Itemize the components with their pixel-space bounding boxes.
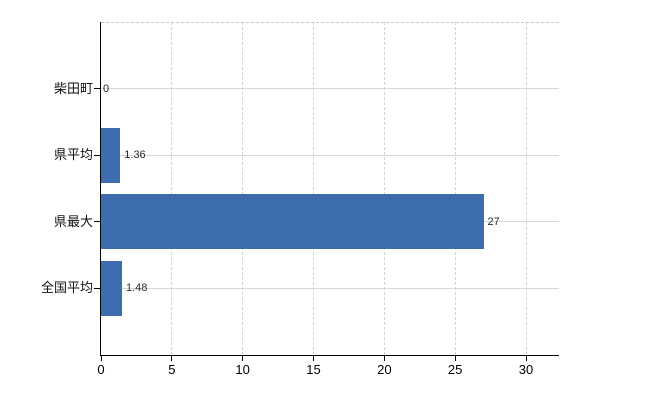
- vertical-gridline: [525, 22, 527, 355]
- vertical-gridline: [383, 22, 385, 355]
- y-axis-tick: [94, 221, 100, 223]
- x-tick-label: 15: [306, 362, 321, 377]
- horizontal-gridline: [101, 287, 559, 289]
- x-axis-tick: [525, 356, 527, 361]
- x-axis-tick: [242, 356, 244, 361]
- bar-value-label: 1.48: [125, 282, 148, 295]
- y-axis-tick: [94, 287, 100, 289]
- x-axis-tick: [171, 356, 173, 361]
- bar-全国平均: [101, 260, 122, 316]
- bar-県平均: [101, 127, 121, 183]
- vertical-gridline: [454, 22, 456, 355]
- vertical-gridline: [242, 22, 244, 355]
- x-tick-label: 0: [97, 362, 105, 377]
- category-label-柴田町: 柴田町: [53, 80, 93, 96]
- bar-value-label: 0: [103, 82, 110, 95]
- x-tick-label: 20: [377, 362, 392, 377]
- category-label-全国平均: 全国平均: [40, 280, 93, 296]
- y-axis-line: [100, 22, 101, 356]
- horizontal-gridline: [101, 154, 559, 156]
- x-tick-label: 25: [447, 362, 463, 377]
- x-tick-label: 30: [518, 362, 534, 377]
- vertical-gridline: [171, 22, 173, 355]
- category-label-県平均: 県平均: [53, 147, 93, 163]
- bar-value-label: 1.36: [124, 149, 146, 162]
- bar-value-label: 27: [487, 215, 500, 228]
- y-axis-tick: [94, 88, 100, 90]
- x-axis-tick: [383, 356, 385, 361]
- bar-県最大: [101, 194, 484, 250]
- x-tick-label: 5: [168, 362, 176, 377]
- horizontal-gridline: [101, 88, 559, 90]
- category-label-県最大: 県最大: [53, 213, 93, 229]
- x-axis-line: [100, 355, 559, 356]
- x-axis-tick: [313, 356, 314, 361]
- plot-top-border: [101, 22, 559, 23]
- y-axis-tick: [94, 154, 100, 156]
- x-axis-tick: [100, 356, 102, 361]
- x-axis-tick: [454, 356, 456, 361]
- x-tick-label: 10: [235, 362, 250, 377]
- vertical-gridline: [313, 22, 314, 355]
